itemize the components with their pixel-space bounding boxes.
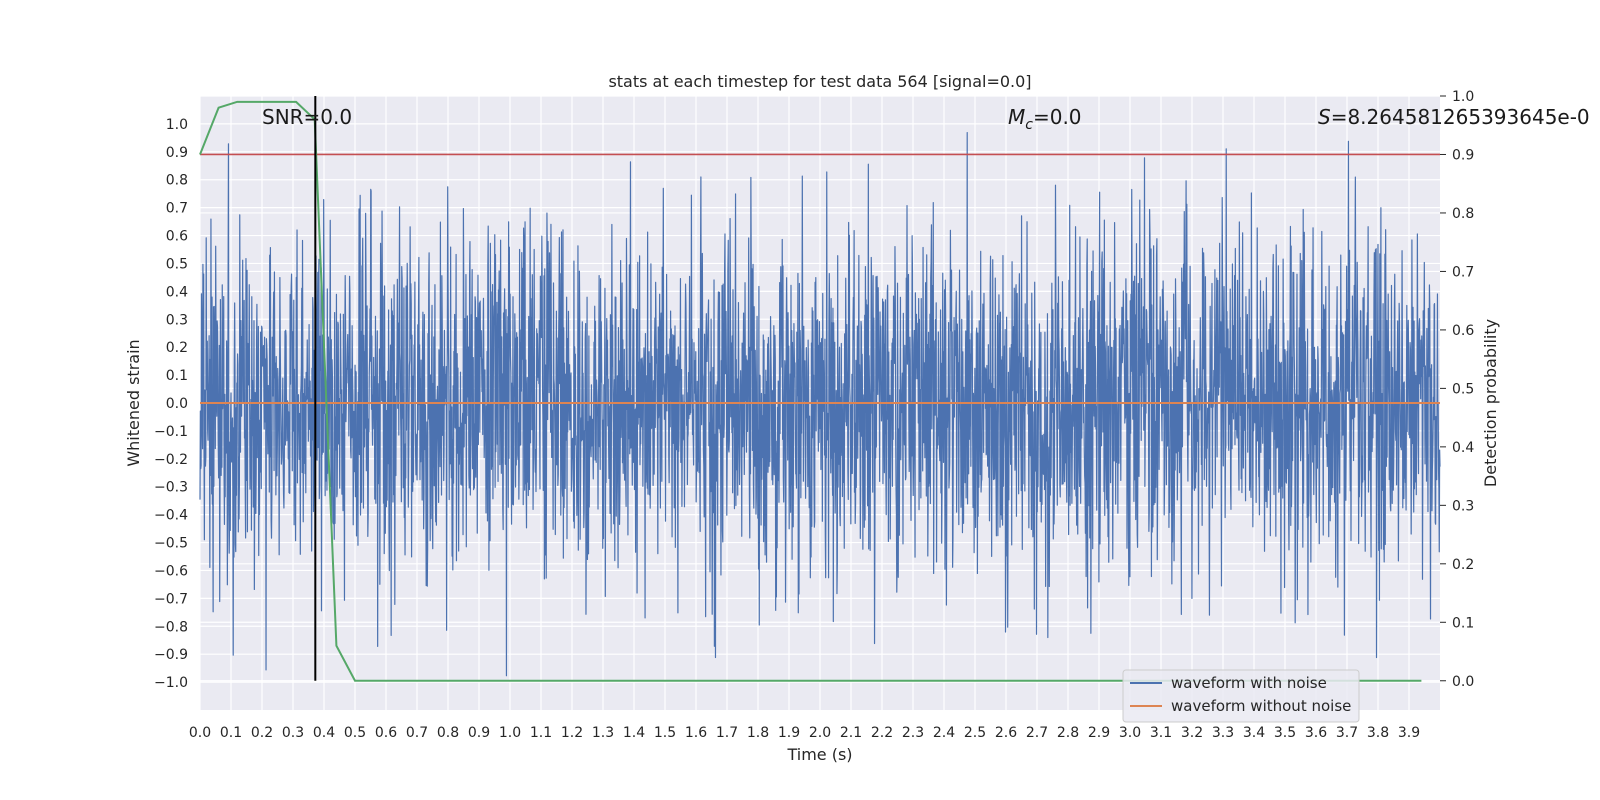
x-tick-label: 1.0 (499, 725, 521, 741)
x-axis-ticks: 0.0 0.1 0.2 0.3 0.4 0.5 0.6 0.7 0.8 0.9 1.0 1.1 1.2 1… (189, 725, 1420, 741)
y-axis-label: Whitened strain (124, 339, 143, 466)
y2-tick-label: 0.7 (1452, 264, 1474, 280)
legend-box (1122, 669, 1360, 723)
y-tick-label: 0.1 (166, 368, 188, 384)
y-axis-ticks: 1.0 0.9 0.8 0.7 0.6 0.5 0.4 0.3 0.2 0.1 0.0 −0.1 −0.… (154, 117, 188, 691)
y-tick-label: −0.7 (154, 591, 188, 607)
x-tick-label: 1.8 (747, 725, 769, 741)
y2-tick-label: 0.9 (1452, 147, 1474, 163)
y2-tick-label: 0.2 (1452, 557, 1474, 573)
x-tick-label: 1.1 (530, 725, 552, 741)
y2-tick-label: 1.0 (1452, 89, 1474, 105)
y-tick-label: −0.8 (154, 619, 188, 635)
s-annotation: S=8.264581265393645e-0 (1318, 105, 1590, 129)
x-tick-label: 2.3 (902, 725, 924, 741)
x-tick-label: 1.9 (778, 725, 800, 741)
y-tick-label: −0.4 (154, 508, 188, 524)
y-tick-label: 1.0 (166, 117, 188, 133)
x-tick-label: 3.8 (1367, 725, 1389, 741)
y2-tick-label: 0.8 (1452, 206, 1474, 222)
x-tick-label: 1.4 (623, 725, 645, 741)
y2-tick-label: 0.3 (1452, 498, 1474, 514)
y-tick-label: −0.5 (154, 536, 188, 552)
series-waveform-with-noise (199, 131, 1441, 677)
legend: waveform with noise waveform without noi… (1122, 669, 1360, 723)
y2-axis-ticks: 1.0 0.9 0.8 0.7 0.6 0.5 0.4 0.3 0.2 0.1 0.0 (1440, 89, 1474, 690)
y-tick-label: −0.9 (154, 647, 188, 663)
x-tick-label: 2.6 (995, 725, 1017, 741)
y2-tick-label: 0.1 (1452, 615, 1474, 631)
x-tick-label: 2.9 (1088, 725, 1110, 741)
x-tick-label: 0.2 (251, 725, 273, 741)
y-tick-label: 0.8 (166, 173, 188, 189)
x-tick-label: 1.2 (561, 725, 583, 741)
x-tick-label: 0.6 (375, 725, 397, 741)
y2-tick-label: 0.5 (1452, 381, 1474, 397)
y-tick-label: 0.7 (166, 201, 188, 217)
x-tick-label: 0.3 (282, 725, 304, 741)
x-tick-label: 2.5 (964, 725, 986, 741)
y-tick-label: −0.6 (154, 563, 188, 579)
y-tick-label: −0.2 (154, 452, 188, 468)
x-tick-label: 1.7 (716, 725, 738, 741)
x-tick-label: 2.8 (1057, 725, 1079, 741)
x-tick-label: 0.0 (189, 725, 211, 741)
x-tick-label: 0.5 (344, 725, 366, 741)
x-tick-label: 0.7 (406, 725, 428, 741)
y-tick-label: −0.1 (154, 424, 188, 440)
y2-axis-label: Detection probability (1481, 319, 1500, 487)
detection-probability-line (199, 100, 1422, 682)
y-tick-label: 0.3 (166, 312, 188, 328)
y-tick-label: 0.6 (166, 229, 188, 245)
x-tick-label: 0.8 (437, 725, 459, 741)
legend-label-clean: waveform without noise (1171, 697, 1351, 715)
x-tick-label: 0.9 (468, 725, 490, 741)
noise-waveform-line (199, 131, 1441, 677)
x-tick-label: 2.4 (933, 725, 955, 741)
x-tick-label: 3.7 (1336, 725, 1358, 741)
x-tick-label: 0.1 (220, 725, 242, 741)
y-tick-label: 0.0 (166, 396, 188, 412)
x-tick-label: 2.0 (809, 725, 831, 741)
y2-tick-label: 0.4 (1452, 440, 1474, 456)
y-tick-label: 0.9 (166, 145, 188, 161)
x-tick-label: 1.6 (685, 725, 707, 741)
y2-tick-label: 0.6 (1452, 323, 1474, 339)
y-tick-label: 0.2 (166, 340, 188, 356)
x-tick-label: 1.5 (654, 725, 676, 741)
x-tick-label: 2.7 (1026, 725, 1048, 741)
x-tick-label: 2.2 (871, 725, 893, 741)
x-tick-label: 3.9 (1398, 725, 1420, 741)
x-tick-label: 3.6 (1305, 725, 1327, 741)
x-tick-label: 3.0 (1119, 725, 1141, 741)
y-tick-label: −0.3 (154, 480, 188, 496)
y2-tick-label: 0.0 (1452, 674, 1474, 690)
x-tick-label: 3.3 (1212, 725, 1234, 741)
series-lines (199, 96, 1440, 682)
snr-annotation: SNR=0.0 (262, 105, 352, 129)
x-tick-label: 3.5 (1274, 725, 1296, 741)
x-tick-label: 3.4 (1243, 725, 1265, 741)
x-tick-label: 3.1 (1150, 725, 1172, 741)
x-tick-label: 1.3 (592, 725, 614, 741)
x-tick-label: 3.2 (1181, 725, 1203, 741)
chart-title: stats at each timestep for test data 564… (608, 72, 1031, 91)
y-tick-label: 0.5 (166, 256, 188, 272)
chirp-mass-annotation: Mc=0.0 (1008, 105, 1082, 133)
y-tick-label: −1.0 (154, 675, 188, 691)
x-tick-label: 2.1 (840, 725, 862, 741)
x-axis-label: Time (s) (786, 745, 852, 764)
y-tick-label: 0.4 (166, 284, 188, 300)
x-tick-label: 0.4 (313, 725, 335, 741)
legend-label-noise: waveform with noise (1171, 674, 1327, 692)
